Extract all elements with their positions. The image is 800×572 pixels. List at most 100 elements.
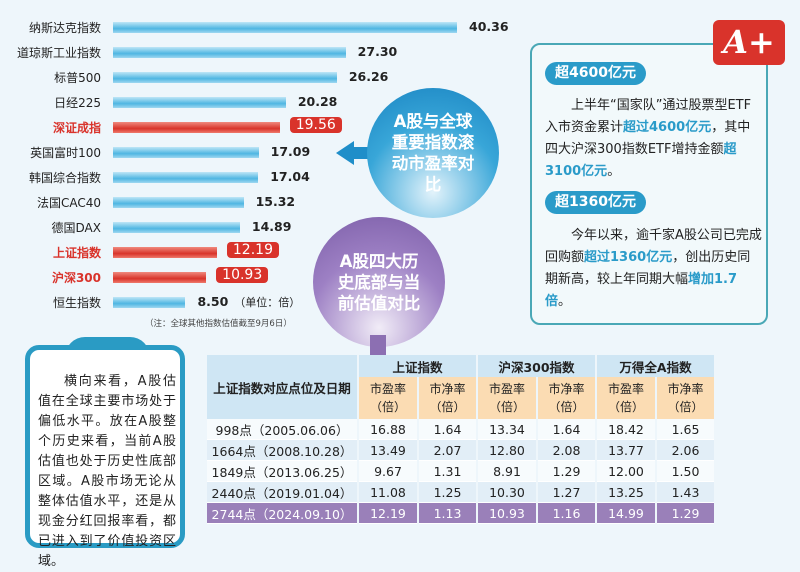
value-label: 26.26: [349, 69, 389, 84]
column-header: 市净率 （倍）: [538, 377, 595, 419]
column-header: 市盈率 （倍）: [359, 377, 417, 419]
value-text: 19.56: [295, 117, 336, 133]
bar-label: 上证指数: [52, 246, 101, 260]
bar: [113, 147, 259, 158]
bar-label: 道琼斯工业指数: [16, 46, 101, 60]
table-cell: 2.07: [419, 440, 476, 461]
value-text: 17.04: [270, 169, 310, 184]
table-row: 2744点（2024.09.10） 12.19 1.13 10.93 1.16 14.99…: [207, 503, 714, 524]
table-cell: 1.29: [538, 461, 595, 482]
text: 上半年“国家队”通过股票型ETF入市资金累计: [545, 98, 752, 135]
metric: 市盈率: [369, 382, 406, 396]
pill-4600: 超4600亿元: [545, 62, 646, 85]
table-cell: 14.99: [597, 503, 655, 524]
bar: [113, 297, 186, 308]
table-cell: 1.29: [657, 503, 714, 524]
table-cell: 1.27: [538, 482, 595, 503]
bar-label: 纳斯达克指数: [28, 21, 101, 35]
chart-note: （注：全球其他指数估值截至9月6日）: [145, 319, 292, 329]
bar: [113, 247, 217, 258]
table-cell: 11.08: [359, 482, 417, 503]
table-cell: 2.06: [657, 440, 714, 461]
arrow-left-icon: [336, 141, 354, 165]
table-cell: 1.13: [419, 503, 476, 524]
unit: （倍）: [488, 400, 525, 414]
info-box: [530, 43, 768, 325]
table-cell: 1.43: [657, 482, 714, 503]
bar-label: 标普500: [54, 71, 101, 85]
value-label: 15.32: [256, 194, 296, 209]
highlight: 超过1360亿元: [584, 250, 673, 265]
table-title-circle: A股四大历史底部与当前估值对比: [313, 217, 445, 347]
value-label: 17.09: [271, 144, 311, 159]
column-header: 市净率 （倍）: [657, 377, 714, 419]
metric: 市盈率: [607, 382, 644, 396]
highlight: 超过4600亿元: [623, 120, 712, 135]
table-cell: 1.64: [538, 419, 595, 440]
arrow-down-icon: [362, 335, 394, 371]
value-label: 27.30: [358, 44, 398, 59]
table-cell: 1.50: [657, 461, 714, 482]
table-cell: 2440点（2019.01.04）: [207, 482, 357, 503]
unit: （倍）: [607, 400, 644, 414]
pe-bar-chart: 纳斯达克指数 40.36 道琼斯工业指数 27.30 标普500 26.26 日经225 20…: [0, 0, 520, 340]
bar-label: 英国富时100: [30, 146, 101, 160]
table-cell: 10.93: [478, 503, 536, 524]
bar-label: 日经225: [54, 96, 101, 110]
bar-label: 韩国综合指数: [28, 171, 101, 185]
table-cell: 2744点（2024.09.10）: [207, 503, 357, 524]
unit: （倍）: [667, 400, 704, 414]
text: ，其中四大沪深300指数ETF增持金额: [545, 120, 751, 157]
value-label: 12.19: [226, 242, 279, 258]
bar: [113, 222, 240, 233]
value-label: 20.28: [298, 94, 338, 109]
value-label: 17.04: [270, 169, 310, 184]
bar: [113, 122, 280, 133]
table-cell: 12.19: [359, 503, 417, 524]
bar: [113, 97, 286, 108]
bar-label: 深证成指: [52, 121, 101, 135]
table-cell: 8.91: [478, 461, 536, 482]
bar: [113, 172, 259, 183]
group-header: 万得全A指数: [597, 355, 714, 377]
value-label: 40.36: [469, 19, 509, 34]
value-text: 15.32: [255, 194, 296, 209]
metric: 市盈率: [488, 382, 525, 396]
table-title: A股四大历史底部与当前估值对比: [337, 251, 421, 313]
table-cell: 2.08: [538, 440, 595, 461]
table-cell: 10.30: [478, 482, 536, 503]
chart-title-circle: A股与全球重要指数滚动市盈率对比: [367, 88, 499, 218]
table-cell: 13.49: [359, 440, 417, 461]
table-row: 1849点（2013.06.25） 9.67 1.31 8.91 1.29 12.00 1.…: [207, 461, 714, 482]
table-cell: 1.25: [419, 482, 476, 503]
bar: [113, 272, 207, 283]
table-cell: 1.16: [538, 503, 595, 524]
bar: [113, 22, 457, 33]
column-header: 市盈率 （倍）: [478, 377, 536, 419]
text: ，创出历史同期新高，较上年同期大幅: [545, 250, 751, 287]
table-cell: 1.65: [657, 419, 714, 440]
value-label: 10.93: [216, 267, 269, 283]
table-cell: 13.25: [597, 482, 655, 503]
unit: （倍）: [429, 400, 466, 414]
value-text: 12.19: [232, 242, 273, 258]
value-label: 19.56: [289, 117, 342, 133]
bar: [113, 47, 346, 58]
value-text: 14.89: [251, 219, 292, 234]
table-cell: 12.80: [478, 440, 536, 461]
value-text: 27.30: [357, 44, 398, 59]
table-cell: 13.34: [478, 419, 536, 440]
a-plus-badge: A+: [713, 20, 785, 65]
pill-1360: 超1360亿元: [545, 191, 646, 214]
metric: 市净率: [429, 382, 466, 396]
text: 今年以来，逾千家A股公司已完成回购额: [545, 228, 762, 265]
table-cell: 998点（2005.06.06）: [207, 419, 357, 440]
bar: [113, 197, 244, 208]
row-header: 上证指数对应点位及日期: [207, 355, 357, 419]
table-cell: 16.88: [359, 419, 417, 440]
unit: （倍）: [548, 400, 585, 414]
clipboard-text: 横向来看，A股估值在全球主要市场处于偏低水平。放在A股整个历史来看，当前A股估值…: [38, 374, 176, 569]
bar-label: 沪深300: [51, 271, 101, 285]
value-text: 17.09: [270, 144, 311, 159]
value-label: 8.50 （单位：倍）: [197, 294, 300, 310]
